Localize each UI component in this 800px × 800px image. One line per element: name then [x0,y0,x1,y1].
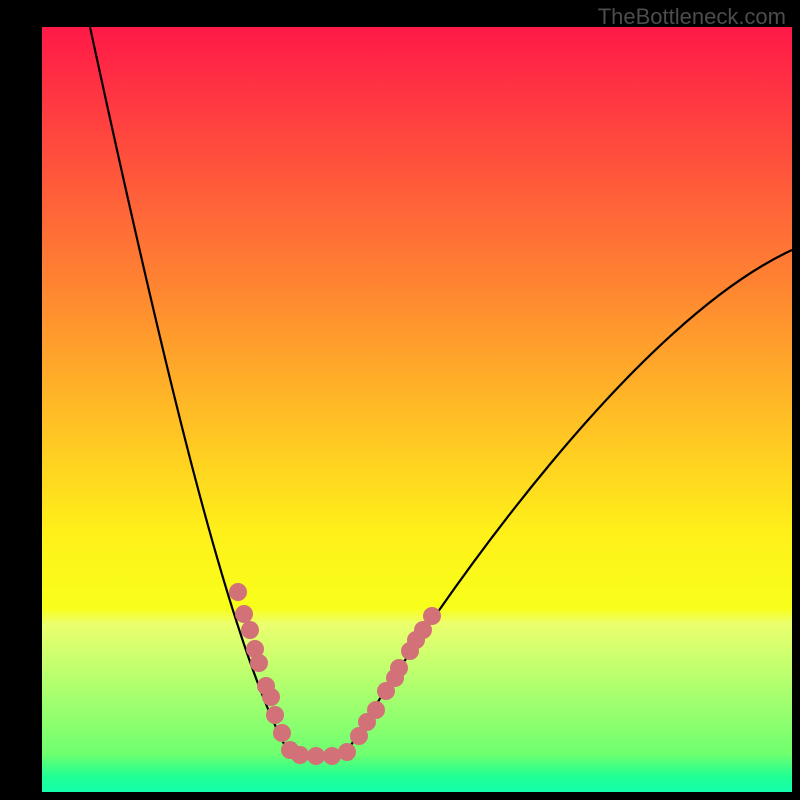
data-marker [273,724,291,742]
data-marker [241,621,259,639]
marker-group [229,583,441,765]
data-marker [338,743,356,761]
data-marker [250,654,268,672]
right-curve [345,250,792,755]
data-marker [390,659,408,677]
data-marker [307,747,325,765]
data-marker [266,706,284,724]
data-marker [262,688,280,706]
chart-svg [0,0,800,800]
data-marker [423,607,441,625]
data-marker [367,701,385,719]
data-marker [235,605,253,623]
curve-group [90,27,792,755]
data-marker [229,583,247,601]
data-marker [291,746,309,764]
